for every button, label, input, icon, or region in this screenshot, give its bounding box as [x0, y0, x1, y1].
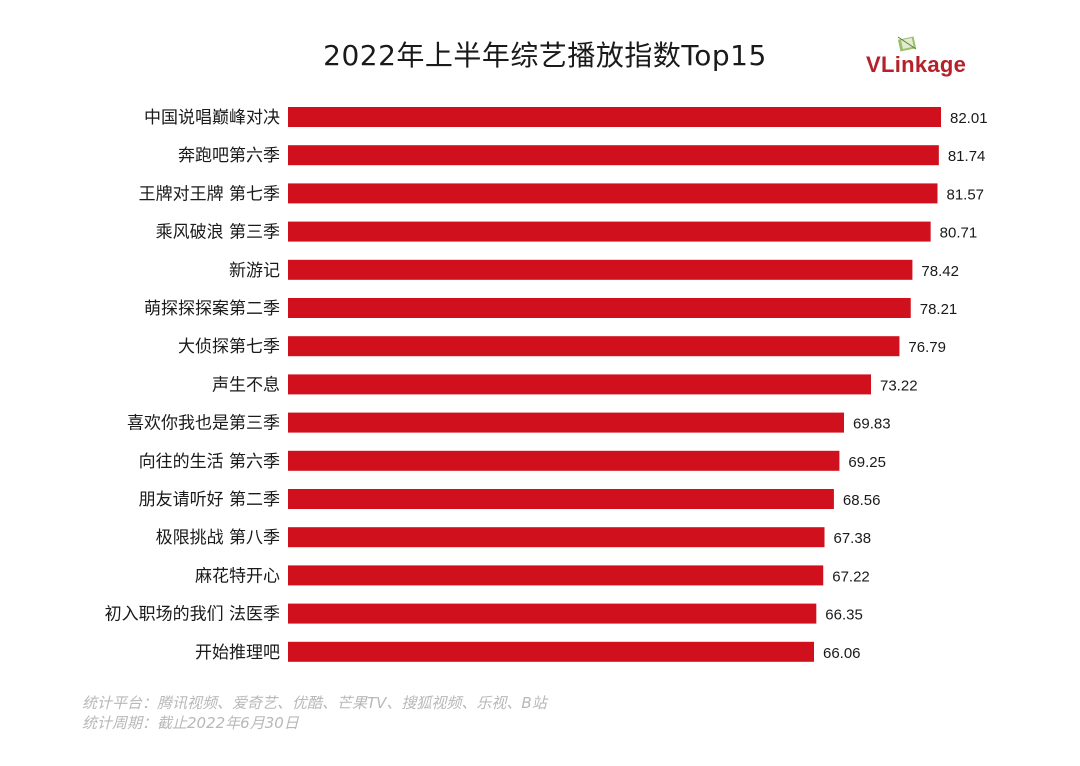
category-label: 向往的生活 第六季 [139, 452, 280, 472]
value-label: 69.83 [853, 416, 891, 433]
bar [288, 489, 834, 509]
footnote-platforms: 统计平台：腾讯视频、爱奇艺、优酷、芒果TV、搜狐视频、乐视、B站 [82, 694, 547, 712]
value-label: 82.01 [950, 110, 988, 127]
vlinkage-logo: VLinkage [862, 34, 982, 84]
value-label: 73.22 [880, 377, 918, 394]
bar [288, 527, 825, 548]
value-label: 76.79 [908, 339, 946, 356]
footnote-period: 统计周期：截止2022年6月30日 [82, 714, 299, 732]
bar [288, 603, 817, 624]
category-label: 王牌对王牌 第七季 [139, 184, 280, 204]
bar [288, 374, 872, 395]
category-label: 喜欢你我也是第三季 [127, 414, 280, 434]
bar [288, 565, 824, 586]
value-label: 80.71 [940, 225, 978, 242]
category-label: 朋友请听好 第二季 [139, 490, 280, 510]
category-label: 声生不息 [212, 375, 280, 395]
value-label: 67.22 [832, 568, 870, 585]
bar [288, 412, 845, 433]
category-label: 极限挑战 第八季 [156, 528, 280, 548]
value-label: 78.42 [921, 263, 959, 280]
category-label: 中国说唱巅峰对决 [144, 108, 280, 128]
category-label: 开始推理吧 [195, 643, 280, 663]
value-label: 68.56 [843, 492, 881, 509]
bar [288, 221, 931, 242]
category-label: 新游记 [229, 261, 280, 281]
chart-title: 2022年上半年综艺播放指数Top15 [323, 39, 767, 72]
bar [288, 259, 913, 280]
value-label: 81.74 [948, 148, 986, 165]
value-label: 81.57 [946, 186, 984, 203]
category-label: 奔跑吧第六季 [178, 146, 280, 166]
category-label: 大侦探第七季 [178, 337, 280, 357]
logo-mark-icon [897, 36, 917, 52]
category-label: 萌探探探案第二季 [144, 299, 280, 319]
bar [288, 107, 941, 127]
bar [288, 183, 938, 204]
category-label: 初入职场的我们 法医季 [105, 605, 280, 625]
category-label: 乘风破浪 第三季 [156, 223, 280, 243]
bar [288, 145, 939, 166]
bar [288, 298, 911, 318]
bar [288, 450, 840, 471]
value-label: 67.38 [834, 530, 872, 547]
category-label: 麻花特开心 [195, 566, 280, 586]
value-label: 66.06 [823, 645, 861, 662]
value-label: 66.35 [825, 607, 863, 624]
bar [288, 336, 900, 357]
logo-wordmark: VLinkage [866, 52, 967, 77]
value-label: 78.21 [920, 301, 958, 318]
bar [288, 641, 814, 662]
value-label: 69.25 [848, 454, 886, 471]
